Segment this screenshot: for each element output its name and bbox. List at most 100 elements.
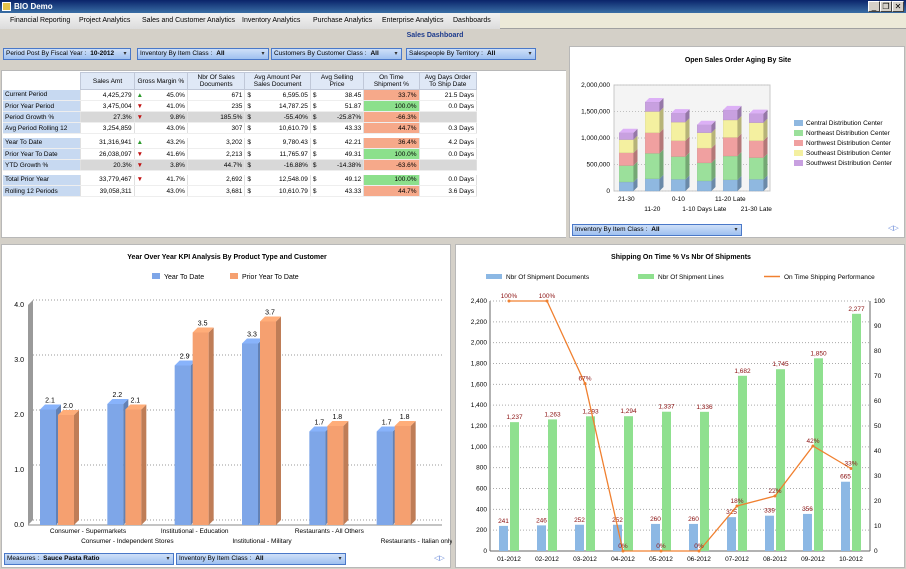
nav-arrows-icon[interactable]: ◁▷ bbox=[434, 555, 445, 562]
yoy-chart-title: Year Over Year KPI Analysis By Product T… bbox=[127, 254, 327, 261]
y-tick-label: 0 bbox=[483, 548, 487, 555]
kpi-header-row: Sales Amt Gross Margin % Nbr Of Sales Do… bbox=[3, 72, 478, 90]
aging-bar-side bbox=[763, 136, 768, 158]
yoy-bar bbox=[40, 409, 56, 525]
cell-value: 3.6 Days bbox=[448, 187, 474, 195]
cell-avg-days: 3.6 Days bbox=[419, 185, 478, 197]
shipping-chart: Nbr Of Shipment Documents Nbr Of Shipment… bbox=[471, 274, 885, 563]
data-label: 241 bbox=[498, 518, 509, 525]
data-label: 1,337 bbox=[658, 404, 675, 411]
yoy-bar bbox=[394, 426, 411, 525]
cell-value: Period Growth % bbox=[5, 113, 55, 121]
data-label: 260 bbox=[650, 516, 661, 523]
x-tick-label: 04-2012 bbox=[611, 556, 635, 563]
data-label: 100% bbox=[539, 293, 556, 300]
cell-value: 43.0% bbox=[166, 187, 185, 195]
customer-class-filter[interactable]: Customers By Customer Class : All ▾ bbox=[271, 48, 402, 60]
cell-on-time: 100.0% bbox=[363, 148, 420, 160]
kpi-spacer-row bbox=[3, 170, 477, 175]
aging-bar-segment bbox=[671, 140, 686, 157]
cell-value: 4,425,279 bbox=[102, 91, 132, 99]
y2-tick-label: 70 bbox=[874, 373, 882, 380]
data-label: 1,293 bbox=[582, 408, 599, 415]
restore-button[interactable]: ❐ bbox=[880, 1, 892, 12]
menu-sales-customer-analytics[interactable]: Sales and Customer Analytics bbox=[142, 17, 235, 24]
cell-sales-amt: 26,038,097 bbox=[80, 148, 135, 160]
cell-value: 43.2% bbox=[166, 139, 185, 147]
y2-tick-label: 50 bbox=[874, 423, 882, 430]
yoy-bar-side bbox=[74, 410, 79, 525]
menu-enterprise-analytics[interactable]: Enterprise Analytics bbox=[382, 17, 444, 24]
data-label: 1,745 bbox=[772, 361, 789, 368]
on-time-point bbox=[583, 382, 587, 385]
legend-label: Southwest Distribution Center bbox=[806, 160, 893, 167]
y-tick-label: 1,400 bbox=[471, 402, 488, 409]
kpi-row: Prior Year Period 3,475,004 ▼ 41.0% 235 $14,7… bbox=[3, 100, 478, 112]
data-label: 0% bbox=[618, 543, 628, 550]
data-label: 1,682 bbox=[734, 368, 751, 375]
cell-value: -16.88% bbox=[283, 161, 308, 169]
salespeople-filter[interactable]: Salespeople By Territory : All ▾ bbox=[406, 48, 536, 60]
aging-bar-segment bbox=[619, 139, 634, 153]
cell-avg-amount: $ -55.40% bbox=[244, 111, 311, 123]
yoy-bar-side bbox=[208, 327, 214, 525]
menu-financial-reporting[interactable]: Financial Reporting bbox=[10, 17, 71, 24]
item-class-filter[interactable]: Inventory By Item Class : All ▾ bbox=[137, 48, 269, 60]
cell-gross-margin: ▼ 41.7% bbox=[134, 174, 188, 186]
aging-item-class-filter[interactable]: Inventory By Item Class : All ▾ bbox=[572, 224, 742, 236]
legend-label: Southeast Distribution Center bbox=[806, 150, 892, 157]
minimize-button[interactable]: _ bbox=[868, 1, 880, 12]
yoy-bar-side bbox=[343, 421, 349, 525]
menu-strip bbox=[0, 13, 500, 29]
cell-row-label: Prior Year Period bbox=[3, 100, 82, 112]
cell-value: 36.4% bbox=[398, 139, 417, 147]
data-label: 67% bbox=[578, 376, 591, 383]
menu-inventory-analytics[interactable]: Inventory Analytics bbox=[242, 17, 301, 24]
kpi-table: Sales Amt Gross Margin % Nbr Of Sales Do… bbox=[3, 72, 478, 197]
currency-symbol: $ bbox=[247, 102, 251, 110]
ship-bar bbox=[841, 481, 850, 551]
cell-on-time: -63.6% bbox=[363, 159, 420, 171]
cell-value: 100.0% bbox=[394, 150, 417, 158]
col-avg-days: Avg Days Order To Ship Date bbox=[418, 72, 478, 90]
menu-purchase-analytics[interactable]: Purchase Analytics bbox=[313, 17, 373, 24]
item-class-filter-value: All bbox=[216, 50, 225, 57]
cell-value: 27.3% bbox=[113, 113, 132, 121]
measures-filter[interactable]: Measures : Sauce Pasta Ratio ▾ bbox=[4, 553, 174, 565]
cell-on-time: 100.0% bbox=[363, 100, 420, 112]
yoy-bar-top bbox=[242, 338, 263, 344]
y2-tick-label: 30 bbox=[874, 473, 882, 480]
y-tick-label: 1,800 bbox=[471, 361, 488, 368]
close-button[interactable]: ✕ bbox=[892, 1, 904, 12]
cell-value: 45.0% bbox=[166, 91, 185, 99]
yoy-bar bbox=[376, 431, 393, 525]
cell-value: 2,213 bbox=[226, 150, 243, 158]
cell-sales-amt: 31,316,941 bbox=[80, 137, 135, 149]
salespeople-filter-value: All bbox=[486, 50, 496, 57]
aging-bar-segment bbox=[671, 121, 686, 141]
nav-arrows-icon[interactable]: ◁▷ bbox=[888, 225, 899, 232]
yoy-item-class-filter[interactable]: Inventory By Item Class : All ▾ bbox=[176, 553, 346, 565]
aging-bar-segment bbox=[671, 112, 686, 123]
yoy-bar-top bbox=[376, 426, 398, 432]
cell-avg-price: $ -14.38% bbox=[310, 159, 365, 171]
col-sales-amt: Sales Amt bbox=[80, 72, 135, 90]
menu-project-analytics[interactable]: Project Analytics bbox=[79, 17, 131, 24]
cell-avg-price: $43.33 bbox=[310, 122, 365, 134]
x-tick-label: 0-10 bbox=[672, 196, 685, 203]
menu-bar: Financial Reporting Project Analytics Sa… bbox=[0, 13, 906, 29]
menu-dashboards[interactable]: Dashboards bbox=[453, 17, 491, 24]
y-tick-label: 2.0 bbox=[14, 412, 24, 419]
cell-value: 39,058,311 bbox=[99, 187, 132, 195]
cell-value: Rolling 12 Periods bbox=[5, 187, 58, 195]
yoy-bar bbox=[174, 365, 191, 525]
currency-symbol: $ bbox=[247, 139, 251, 147]
y-tick-label: 2,400 bbox=[471, 298, 488, 305]
y2-tick-label: 100 bbox=[874, 298, 885, 305]
x-tick-label: Restaurants - Italian only bbox=[381, 538, 452, 545]
period-filter[interactable]: Period Post By Fiscal Year :10-2012 ▾ bbox=[3, 48, 131, 60]
aging-filter-value: All bbox=[651, 226, 660, 233]
cell-value: 41.6% bbox=[166, 150, 185, 158]
cell-value: Total Prior Year bbox=[5, 176, 50, 184]
currency-symbol: $ bbox=[247, 124, 251, 132]
